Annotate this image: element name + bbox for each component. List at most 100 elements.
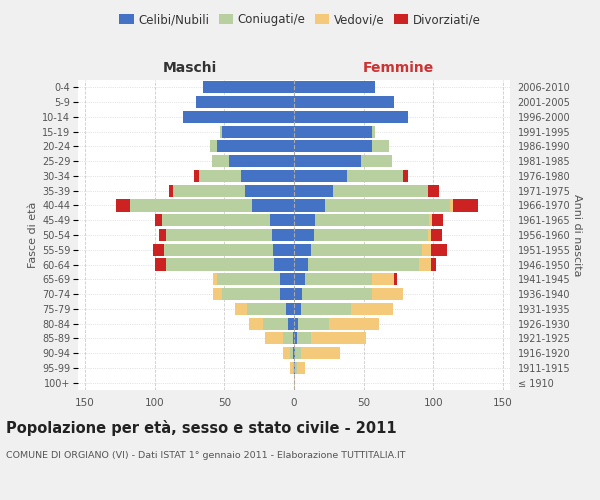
Bar — [213, 288, 221, 300]
Bar — [293, 332, 294, 344]
Bar — [295, 362, 297, 374]
Bar — [294, 347, 295, 359]
Bar — [212, 155, 229, 167]
Bar — [294, 155, 361, 167]
Bar — [252, 200, 294, 211]
Bar — [372, 288, 403, 300]
Bar — [221, 126, 294, 138]
Bar — [194, 170, 199, 182]
Bar — [294, 376, 295, 388]
Bar — [294, 96, 394, 108]
Bar — [245, 184, 294, 197]
Text: Popolazione per età, sesso e stato civile - 2011: Popolazione per età, sesso e stato civil… — [6, 420, 397, 436]
Bar — [419, 258, 431, 270]
Text: Maschi: Maschi — [163, 62, 217, 76]
Bar — [428, 229, 431, 241]
Bar — [308, 258, 419, 270]
Bar — [361, 155, 392, 167]
Bar — [333, 184, 428, 197]
Bar — [432, 214, 443, 226]
Bar — [351, 303, 393, 315]
Bar — [301, 347, 340, 359]
Bar — [273, 244, 294, 256]
Bar — [294, 332, 297, 344]
Bar — [290, 347, 293, 359]
Bar — [211, 140, 217, 152]
Bar — [274, 258, 294, 270]
Bar — [116, 200, 130, 211]
Text: COMUNE DI ORGIANO (VI) - Dati ISTAT 1° gennaio 2011 - Elaborazione TUTTITALIA.IT: COMUNE DI ORGIANO (VI) - Dati ISTAT 1° g… — [6, 450, 406, 460]
Bar — [294, 318, 298, 330]
Bar — [196, 96, 294, 108]
Bar — [431, 229, 442, 241]
Bar — [295, 347, 301, 359]
Bar — [229, 155, 294, 167]
Bar — [297, 362, 305, 374]
Bar — [311, 244, 422, 256]
Bar — [203, 82, 294, 94]
Bar — [325, 200, 450, 211]
Bar — [294, 229, 314, 241]
Bar — [431, 244, 447, 256]
Bar — [294, 200, 325, 211]
Bar — [164, 244, 273, 256]
Bar — [166, 258, 274, 270]
Bar — [217, 140, 294, 152]
Bar — [217, 273, 280, 285]
Bar — [235, 303, 247, 315]
Bar — [153, 244, 164, 256]
Bar — [280, 288, 294, 300]
Bar — [297, 332, 311, 344]
Bar — [453, 200, 478, 211]
Bar — [294, 288, 302, 300]
Bar — [302, 288, 372, 300]
Bar — [329, 318, 379, 330]
Bar — [247, 303, 286, 315]
Bar — [294, 214, 315, 226]
Bar — [213, 273, 217, 285]
Legend: Celibi/Nubili, Coniugati/e, Vedovi/e, Divorziati/e: Celibi/Nubili, Coniugati/e, Vedovi/e, Di… — [115, 8, 485, 31]
Bar — [166, 229, 272, 241]
Bar — [372, 126, 375, 138]
Bar — [286, 303, 294, 315]
Bar — [294, 140, 372, 152]
Bar — [161, 214, 271, 226]
Bar — [294, 362, 295, 374]
Y-axis label: Fasce di età: Fasce di età — [28, 202, 38, 268]
Bar — [155, 258, 166, 270]
Bar — [429, 214, 432, 226]
Bar — [294, 126, 372, 138]
Bar — [289, 318, 294, 330]
Bar — [347, 170, 403, 182]
Bar — [263, 318, 289, 330]
Bar — [301, 303, 351, 315]
Bar — [311, 332, 367, 344]
Bar — [294, 303, 301, 315]
Bar — [294, 82, 375, 94]
Bar — [159, 229, 166, 241]
Bar — [294, 244, 311, 256]
Bar — [431, 258, 436, 270]
Bar — [283, 332, 293, 344]
Bar — [305, 273, 372, 285]
Bar — [293, 362, 294, 374]
Bar — [199, 170, 241, 182]
Bar — [298, 318, 329, 330]
Bar — [182, 111, 294, 123]
Bar — [169, 184, 173, 197]
Bar — [394, 273, 397, 285]
Bar — [294, 258, 308, 270]
Bar — [290, 362, 293, 374]
Bar — [428, 184, 439, 197]
Bar — [294, 170, 347, 182]
Bar — [155, 214, 161, 226]
Bar — [250, 318, 263, 330]
Bar — [283, 347, 290, 359]
Bar — [280, 273, 294, 285]
Bar — [372, 140, 389, 152]
Bar — [173, 184, 245, 197]
Bar — [265, 332, 283, 344]
Bar — [372, 273, 394, 285]
Bar — [294, 111, 408, 123]
Bar — [220, 126, 221, 138]
